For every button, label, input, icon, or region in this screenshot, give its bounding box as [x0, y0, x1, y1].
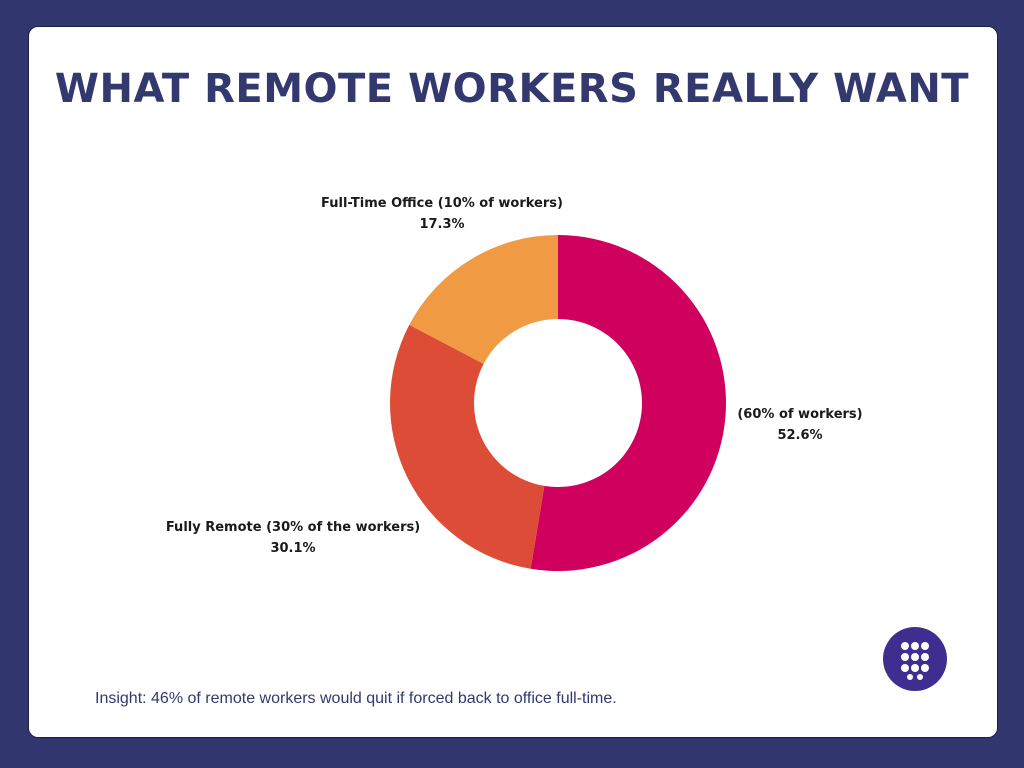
slice-value-label: 30.1% — [270, 541, 315, 556]
page-title: WHAT REMOTE WORKERS REALLY WANT — [54, 66, 970, 112]
slice-value-label: 52.6% — [777, 428, 822, 443]
donut-slice-0 — [530, 235, 726, 571]
insight-text: Insight: 46% of remote workers would qui… — [95, 690, 617, 707]
donut-slice-1 — [389, 324, 545, 569]
slice-category-label: Fully Remote (30% of the workers) — [166, 520, 420, 535]
slice-category-label: Full-Time Office (10% of workers) — [321, 196, 563, 211]
slice-category-label: (60% of workers) — [737, 407, 862, 422]
donut-slice-2 — [409, 235, 558, 364]
slice-value-label: 17.3% — [419, 217, 464, 232]
dots-grid-logo-icon — [883, 627, 947, 691]
chart-card — [28, 26, 998, 738]
